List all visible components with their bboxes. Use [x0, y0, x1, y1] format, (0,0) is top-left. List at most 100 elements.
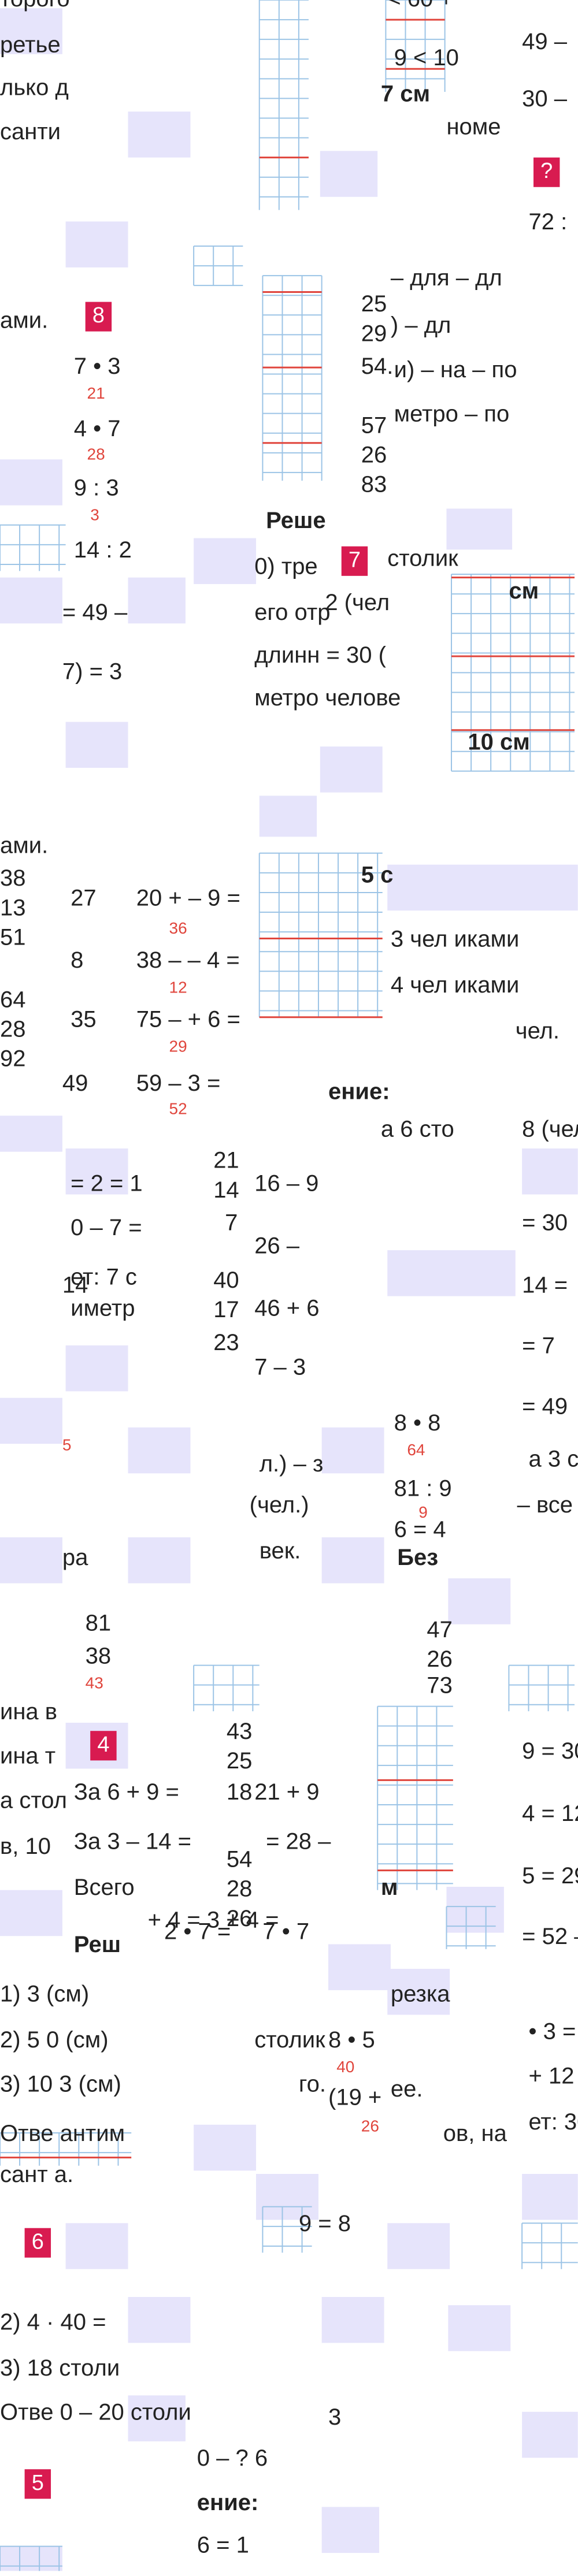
block [128, 111, 191, 158]
block [128, 1427, 191, 1474]
text-fragment: 36 [169, 919, 187, 937]
text-fragment: ретье [0, 32, 61, 57]
text-fragment: 20 + – 9 = [136, 885, 240, 910]
text-fragment: ет: 7 с [71, 1264, 137, 1289]
badge-box [85, 302, 112, 332]
text-fragment: 64 [407, 1441, 425, 1459]
text-fragment: – для – дл [391, 265, 502, 291]
block [321, 2297, 384, 2343]
text-fragment: 9 = 30 [522, 1738, 578, 1764]
text-fragment: 13 [0, 895, 26, 920]
text-fragment: 28 [0, 1016, 26, 1042]
badge-label: 7 [349, 548, 361, 572]
text-fragment: ) – дл [391, 313, 451, 338]
text-fragment: длинн = 30 ( [254, 642, 386, 668]
block [128, 577, 186, 624]
text-fragment: 7 • 7 [262, 1919, 309, 1944]
text-fragment: 35 [71, 1006, 96, 1032]
badge-box [24, 2469, 51, 2499]
text-fragment: Отве антим [0, 2121, 125, 2146]
block [259, 796, 317, 837]
block [320, 746, 383, 793]
text-fragment: 1) 3 (см) [0, 1981, 89, 2006]
text-fragment: столик [254, 2027, 325, 2053]
text-fragment: см [509, 578, 539, 604]
badge: 6 [24, 2228, 51, 2258]
text-fragment: 26 [427, 1646, 453, 1672]
text-fragment: 14 = [522, 1273, 568, 1298]
text-fragment: 17 [213, 1297, 239, 1322]
block [320, 151, 378, 197]
text-fragment: а 3 ст [528, 1447, 578, 1472]
text-fragment: Без [397, 1545, 438, 1570]
text-fragment: 38 – – 4 = [136, 947, 240, 973]
badge: 4 [90, 1731, 117, 1761]
text-fragment: 8 • 8 [394, 1410, 441, 1436]
text-fragment: иметр [71, 1295, 135, 1321]
text-fragment: Отве 0 – 20 столи [0, 2400, 191, 2425]
block [128, 2297, 191, 2343]
block [65, 722, 128, 768]
text-fragment: = 30 [522, 1210, 568, 1236]
text-fragment: сант а. [0, 2162, 73, 2187]
text-fragment: ами. [0, 308, 48, 333]
block [194, 538, 257, 585]
text-fragment: ина в [0, 1699, 57, 1724]
text-fragment: 2 (чел [325, 590, 390, 615]
text-fragment: 43 [86, 1674, 103, 1692]
badge: 5 [24, 2469, 51, 2499]
text-fragment: 4 чел иками [391, 972, 519, 998]
text-fragment: столик [387, 545, 458, 571]
block [321, 1537, 384, 1583]
text-fragment: Реше [266, 508, 326, 533]
block [128, 1537, 191, 1583]
text-fragment: 30 – [522, 86, 568, 111]
badge-box [341, 546, 368, 576]
text-fragment: Всего [74, 1875, 135, 1900]
text-fragment: 27 [71, 885, 96, 910]
block [522, 2174, 578, 2220]
block [321, 1427, 384, 1474]
badge-label: 5 [32, 2471, 44, 2495]
text-fragment: За 6 + 9 = [74, 1779, 179, 1805]
text-fragment: 28 [227, 1876, 253, 1902]
badge-box [24, 2228, 51, 2258]
text-fragment: 8 • 5 [328, 2027, 375, 2053]
text-fragment: век. [260, 1538, 301, 1564]
text-fragment: = 52 – [522, 1924, 578, 1949]
text-fragment: 3 [328, 2404, 341, 2430]
block [522, 1148, 578, 1195]
block [65, 1148, 128, 1195]
block [0, 1397, 62, 1444]
text-fragment: Реш [74, 1932, 121, 1957]
text-fragment: чел. [516, 1018, 560, 1043]
text-fragment: 92 [0, 1046, 26, 1072]
text-fragment: = 2 = 1 [71, 1170, 143, 1196]
block [446, 508, 513, 550]
text-fragment: 38 [0, 865, 26, 891]
text-fragment: 83 [361, 472, 387, 497]
block [446, 1887, 504, 1933]
text-fragment: 0) тре [254, 554, 318, 579]
text-fragment: ра [62, 1545, 88, 1570]
text-fragment: 2) 4 · 40 = [0, 2309, 106, 2335]
text-fragment: 4 • 7 [74, 416, 121, 441]
block [0, 8, 62, 54]
text-fragment: ина т [0, 1744, 55, 1769]
block [194, 2124, 257, 2171]
text-fragment: 3 чел иками [391, 926, 519, 951]
block [387, 2223, 450, 2269]
text-fragment: 9 : 3 [74, 475, 119, 500]
text-fragment: 9 = 8 [299, 2211, 351, 2236]
text-fragment: го. [299, 2072, 326, 2097]
text-fragment: 26 – [254, 1233, 300, 1258]
text-fragment: 6 = 1 [197, 2533, 249, 2558]
text-fragment: его отр [254, 600, 330, 625]
text-fragment: 81 [86, 1611, 112, 1636]
text-fragment: 5 с [361, 863, 394, 888]
badge: 7 [341, 546, 368, 576]
text-fragment: 7 см [381, 81, 430, 107]
text-fragment: 4 = 12 [522, 1801, 578, 1826]
text-fragment: 2) 5 0 (см) [0, 2027, 109, 2053]
block [328, 1944, 391, 1990]
